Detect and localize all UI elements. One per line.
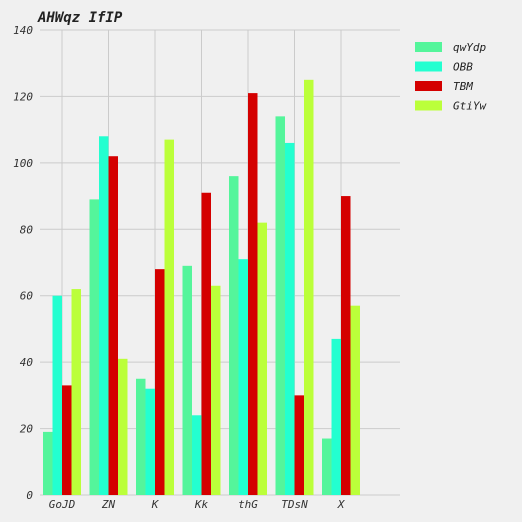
y-tick-label: 40 xyxy=(20,356,34,369)
bar xyxy=(145,388,155,495)
bar xyxy=(118,358,128,495)
y-axis-ticks: 0 20 40 60 80 100 120 140 xyxy=(13,24,33,502)
bar xyxy=(211,285,221,495)
bar xyxy=(89,199,99,495)
y-tick-label: 0 xyxy=(26,489,33,502)
bar xyxy=(341,196,351,496)
y-tick-label: 120 xyxy=(13,90,33,103)
bar xyxy=(52,295,62,495)
bar xyxy=(331,338,341,495)
bar xyxy=(304,79,314,496)
bar xyxy=(108,156,118,495)
x-axis-ticks: GoJD ZN K Kk thG TDsN X xyxy=(49,498,346,511)
bar xyxy=(350,305,360,495)
bar xyxy=(192,415,202,495)
bar xyxy=(248,93,258,495)
legend-label: GtiYw xyxy=(453,100,487,113)
bars-layer xyxy=(43,79,360,496)
bar xyxy=(294,395,304,495)
bar xyxy=(62,385,72,495)
x-tick-label: Kk xyxy=(194,498,209,511)
x-tick-label: ZN xyxy=(101,498,116,511)
bar xyxy=(285,142,295,495)
legend-label: TBM xyxy=(453,80,473,93)
x-tick-label: TDsN xyxy=(281,498,308,511)
x-tick-label: K xyxy=(151,498,160,511)
bar xyxy=(99,136,109,496)
bar xyxy=(229,176,239,495)
legend: qwYdp OBB TBM GtiYw xyxy=(415,41,487,113)
x-tick-label: X xyxy=(337,498,346,511)
bar xyxy=(182,265,192,495)
legend-swatch xyxy=(415,100,442,111)
y-tick-label: 140 xyxy=(13,24,33,37)
x-tick-label: GoJD xyxy=(49,498,76,511)
bar xyxy=(164,139,174,495)
bar xyxy=(136,378,146,495)
y-tick-label: 100 xyxy=(13,157,33,170)
bar xyxy=(43,431,53,495)
bar xyxy=(238,259,248,495)
legend-label: OBB xyxy=(453,61,473,74)
bar xyxy=(201,192,211,495)
bar xyxy=(71,289,81,495)
bar xyxy=(322,438,332,495)
y-tick-label: 60 xyxy=(20,290,34,303)
legend-swatch xyxy=(415,81,442,91)
bar xyxy=(275,116,285,495)
bar xyxy=(257,222,267,495)
legend-swatch xyxy=(415,42,442,52)
y-tick-label: 80 xyxy=(20,223,34,236)
y-tick-label: 20 xyxy=(20,423,34,436)
bar xyxy=(155,269,165,495)
chart-title: AHWqz IfIP xyxy=(37,10,123,26)
x-tick-label: thG xyxy=(238,498,258,511)
legend-label: qwYdp xyxy=(453,41,486,54)
legend-swatch xyxy=(415,61,442,72)
